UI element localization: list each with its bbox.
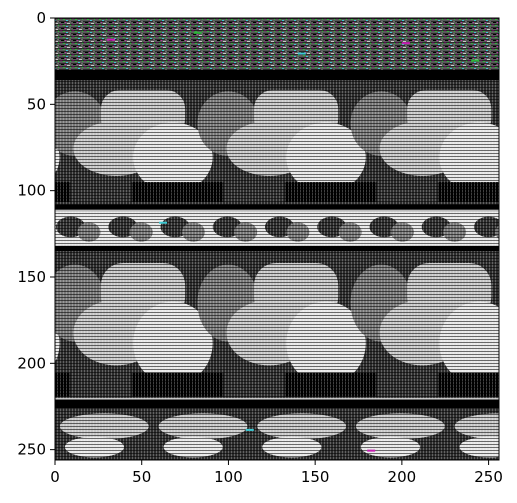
x-tick-label: 200 xyxy=(388,468,417,486)
dark-divider xyxy=(55,245,499,252)
x-tick-label: 0 xyxy=(50,468,60,486)
glitch-speck xyxy=(159,221,168,224)
y-tick-label: 150 xyxy=(17,268,46,286)
dark-divider xyxy=(55,399,499,409)
image-area xyxy=(0,18,517,460)
y-tick-label: 50 xyxy=(27,95,46,113)
small-band-scanlines xyxy=(55,211,499,246)
bottom-band-scanlines xyxy=(55,408,499,460)
y-axis: 0 50 100 150 200 250 xyxy=(17,9,55,459)
lower-band xyxy=(0,251,517,400)
y-tick-label: 250 xyxy=(17,441,46,459)
upper-band xyxy=(0,80,517,205)
glitch-speck xyxy=(245,428,254,431)
upper-band-scanlines xyxy=(55,80,499,205)
dotted-line xyxy=(55,209,499,212)
band-shape xyxy=(0,121,6,176)
band-shape xyxy=(504,91,517,156)
dark-divider xyxy=(55,69,499,81)
glitch-speck xyxy=(471,59,480,62)
small-band xyxy=(55,211,499,246)
plot-frame xyxy=(54,17,500,461)
x-tick-label: 150 xyxy=(301,468,330,486)
lower-band-scanlines xyxy=(55,251,499,400)
band-shape xyxy=(504,264,517,341)
noise-scanlines xyxy=(55,18,499,70)
glitch-speck xyxy=(107,38,116,41)
bottom-band xyxy=(55,408,499,460)
band-shape xyxy=(0,300,6,365)
dotted-line xyxy=(55,397,499,400)
glitch-speck xyxy=(193,31,202,34)
dark-divider xyxy=(55,204,499,212)
x-axis: 0 50 100 150 200 250 xyxy=(50,460,503,486)
x-tick-label: 100 xyxy=(214,468,243,486)
y-tick-label: 100 xyxy=(17,182,46,200)
glitch-speck xyxy=(297,52,306,55)
y-tick-label: 200 xyxy=(17,354,46,372)
y-tick-label: 0 xyxy=(36,9,46,27)
x-tick-label: 250 xyxy=(474,468,503,486)
x-tick-label: 50 xyxy=(132,468,151,486)
glitch-speck xyxy=(367,449,376,452)
glitch-speck xyxy=(401,42,410,45)
